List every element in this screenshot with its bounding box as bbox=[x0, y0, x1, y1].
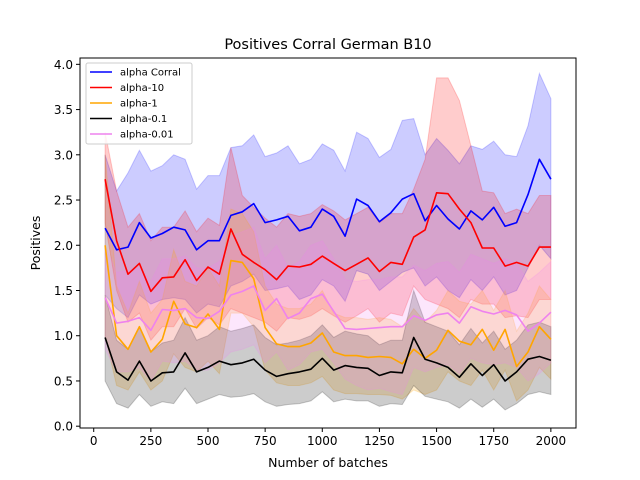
plot-frame bbox=[79, 57, 577, 429]
legend: alpha Corral alpha-10 alpha-1 alpha-0.1 alph… bbox=[85, 62, 193, 145]
legend-box bbox=[85, 62, 193, 145]
band-alpha-0-1 bbox=[104, 288, 552, 411]
y-tick-label: 4.0 bbox=[54, 58, 73, 72]
x-tick-label: 1500 bbox=[421, 434, 452, 448]
band-alpha-0-01 bbox=[104, 226, 552, 396]
x-tick-label: 500 bbox=[197, 434, 220, 448]
y-axis: 0.0 0.5 1.0 1.5 2.0 2.5 3.0 3.5 4.0 bbox=[54, 58, 80, 434]
band-alpha-corral bbox=[104, 71, 552, 319]
series-line-alpha-corral bbox=[104, 158, 552, 251]
legend-label-alpha-corral: alpha Corral bbox=[120, 68, 181, 79]
legend-label-alpha-10: alpha-10 bbox=[120, 83, 164, 94]
x-axis: 0 250 500 750 1000 1250 1500 1750 2000 bbox=[90, 428, 566, 448]
series-line-alpha-0-01 bbox=[104, 285, 552, 333]
series-line-alpha-10 bbox=[104, 179, 551, 293]
y-tick-label: 1.0 bbox=[54, 329, 73, 343]
y-tick-label: 0.5 bbox=[54, 374, 73, 388]
y-axis-label: Positives bbox=[28, 216, 43, 271]
y-tick-label: 2.5 bbox=[54, 194, 73, 208]
x-tick-label: 1750 bbox=[478, 434, 509, 448]
legend-label-alpha-0-1: alpha-0.1 bbox=[120, 114, 167, 125]
y-tick-label: 3.0 bbox=[54, 148, 73, 162]
confidence-bands bbox=[104, 71, 552, 411]
x-tick-label: 0 bbox=[90, 434, 98, 448]
x-tick-label: 2000 bbox=[536, 434, 567, 448]
x-tick-label: 250 bbox=[139, 434, 162, 448]
x-tick-label: 1000 bbox=[307, 434, 338, 448]
legend-label-alpha-0-01: alpha-0.01 bbox=[120, 130, 174, 141]
x-axis-label: Number of batches bbox=[268, 455, 388, 470]
series-line-alpha-1 bbox=[104, 245, 552, 368]
y-tick-label: 2.0 bbox=[54, 239, 73, 253]
y-tick-label: 3.5 bbox=[54, 103, 73, 117]
series-lines bbox=[104, 158, 552, 382]
y-tick-label: 0.0 bbox=[54, 420, 73, 434]
y-tick-label: 1.5 bbox=[54, 284, 73, 298]
x-tick-label: 1250 bbox=[364, 434, 395, 448]
legend-label-alpha-1: alpha-1 bbox=[120, 99, 158, 110]
series-line-alpha-0-1 bbox=[104, 336, 552, 382]
chart-title: Positives Corral German B10 bbox=[224, 37, 431, 53]
band-alpha-1 bbox=[104, 154, 552, 402]
x-tick-label: 750 bbox=[254, 434, 277, 448]
